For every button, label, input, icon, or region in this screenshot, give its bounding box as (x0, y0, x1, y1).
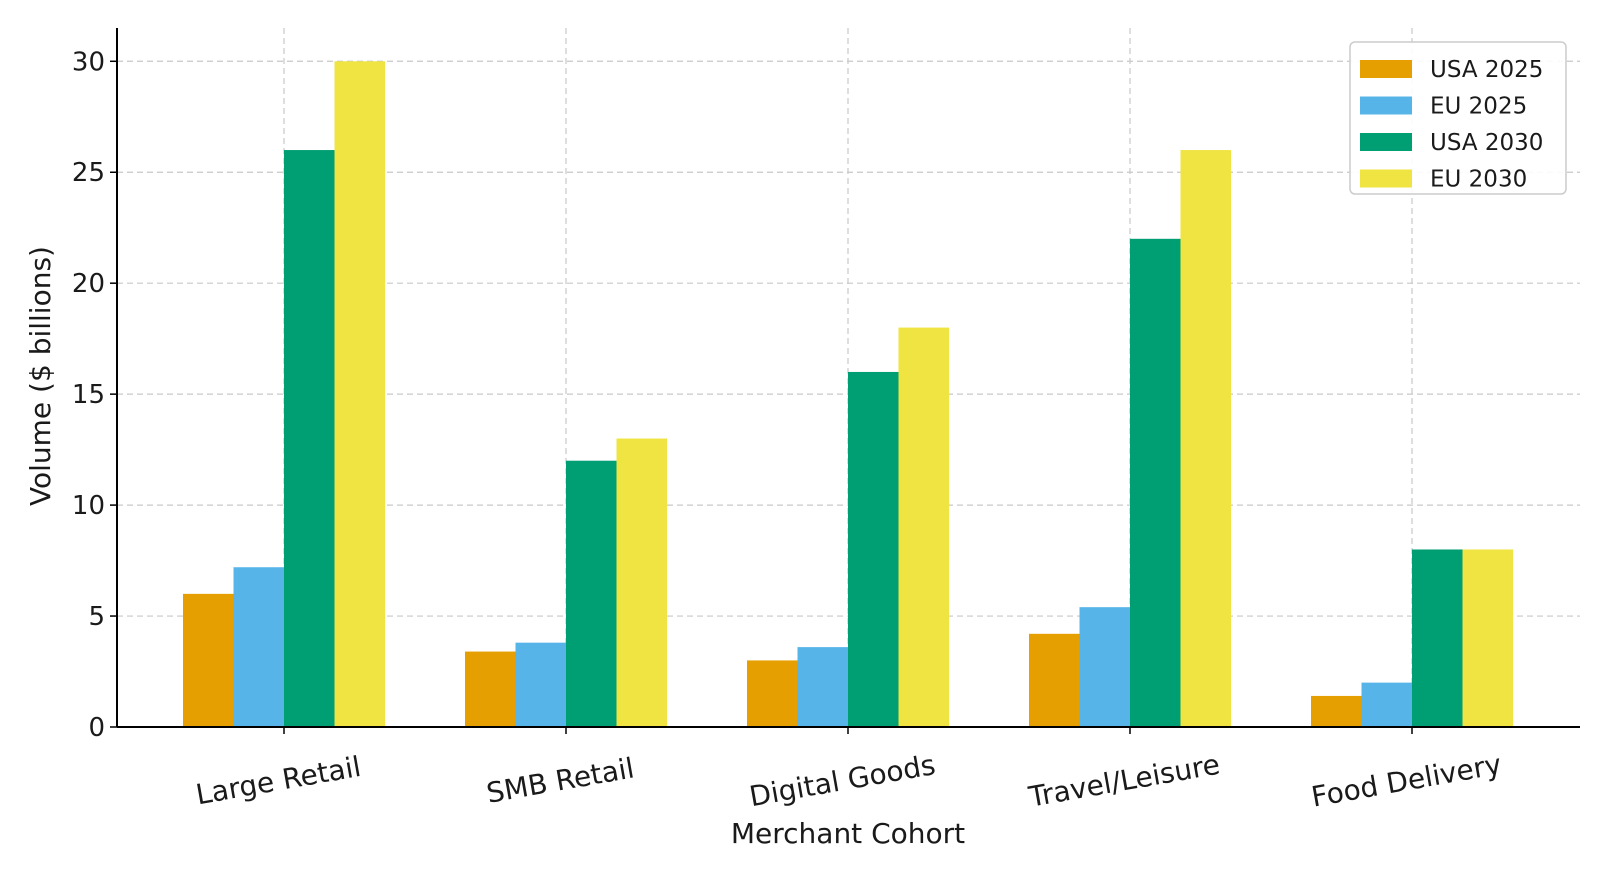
y-tick-label: 15 (72, 380, 105, 410)
bar-eu-2025-4 (1361, 682, 1412, 727)
x-axis-title: Merchant Cohort (731, 817, 965, 850)
bar-eu-2025-3 (1079, 607, 1130, 727)
bar-usa-2030-2 (848, 371, 899, 727)
bar-usa-2030-4 (1412, 549, 1463, 727)
x-tick-label: Digital Goods (747, 748, 938, 813)
bar-usa-2030-1 (566, 460, 617, 727)
bar-usa-2030-0 (284, 150, 335, 728)
x-tick-label: Large Retail (193, 750, 363, 811)
y-axis-title: Volume ($ billions) (24, 246, 57, 506)
legend: USA 2025 EU 2025 USA 2030 EU 2030 (1349, 41, 1567, 195)
legend-swatch (1360, 60, 1412, 78)
bar-usa-2025-3 (1029, 633, 1080, 727)
legend-label: USA 2025 (1430, 57, 1543, 83)
bar-usa-2025-1 (465, 651, 516, 727)
legend-label: EU 2025 (1430, 94, 1527, 120)
y-tick-label: 30 (72, 47, 105, 77)
legend-swatch (1360, 96, 1412, 115)
x-tick-label: Food Delivery (1309, 748, 1504, 814)
y-tick-label: 25 (72, 158, 105, 188)
legend-swatch (1360, 133, 1412, 151)
bar-eu-2030-0 (334, 61, 385, 728)
bar-eu-2025-1 (515, 642, 566, 727)
y-tick-label: 10 (72, 491, 105, 521)
y-tick-label: 20 (72, 269, 105, 299)
bar-eu-2030-2 (898, 327, 949, 727)
bar-usa-2025-2 (747, 660, 798, 727)
legend-box (1349, 41, 1567, 195)
y-tick-label: 0 (88, 713, 105, 743)
x-tick-label: SMB Retail (484, 751, 637, 809)
bar-eu-2030-4 (1462, 549, 1513, 727)
bar-eu-2025-0 (233, 567, 284, 727)
bar-eu-2025-2 (797, 647, 848, 727)
bar-eu-2030-3 (1180, 150, 1231, 728)
bar-usa-2030-3 (1130, 238, 1181, 728)
legend-swatch (1360, 169, 1412, 188)
y-tick-label: 5 (88, 602, 105, 632)
bar-eu-2030-1 (616, 438, 667, 727)
legend-label: USA 2030 (1430, 130, 1543, 156)
bars-layer (183, 61, 1513, 728)
bar-usa-2025-0 (183, 593, 234, 727)
bar-usa-2025-4 (1311, 695, 1362, 727)
legend-label: EU 2030 (1430, 167, 1527, 193)
x-tick-label: Travel/Leisure (1025, 748, 1222, 814)
